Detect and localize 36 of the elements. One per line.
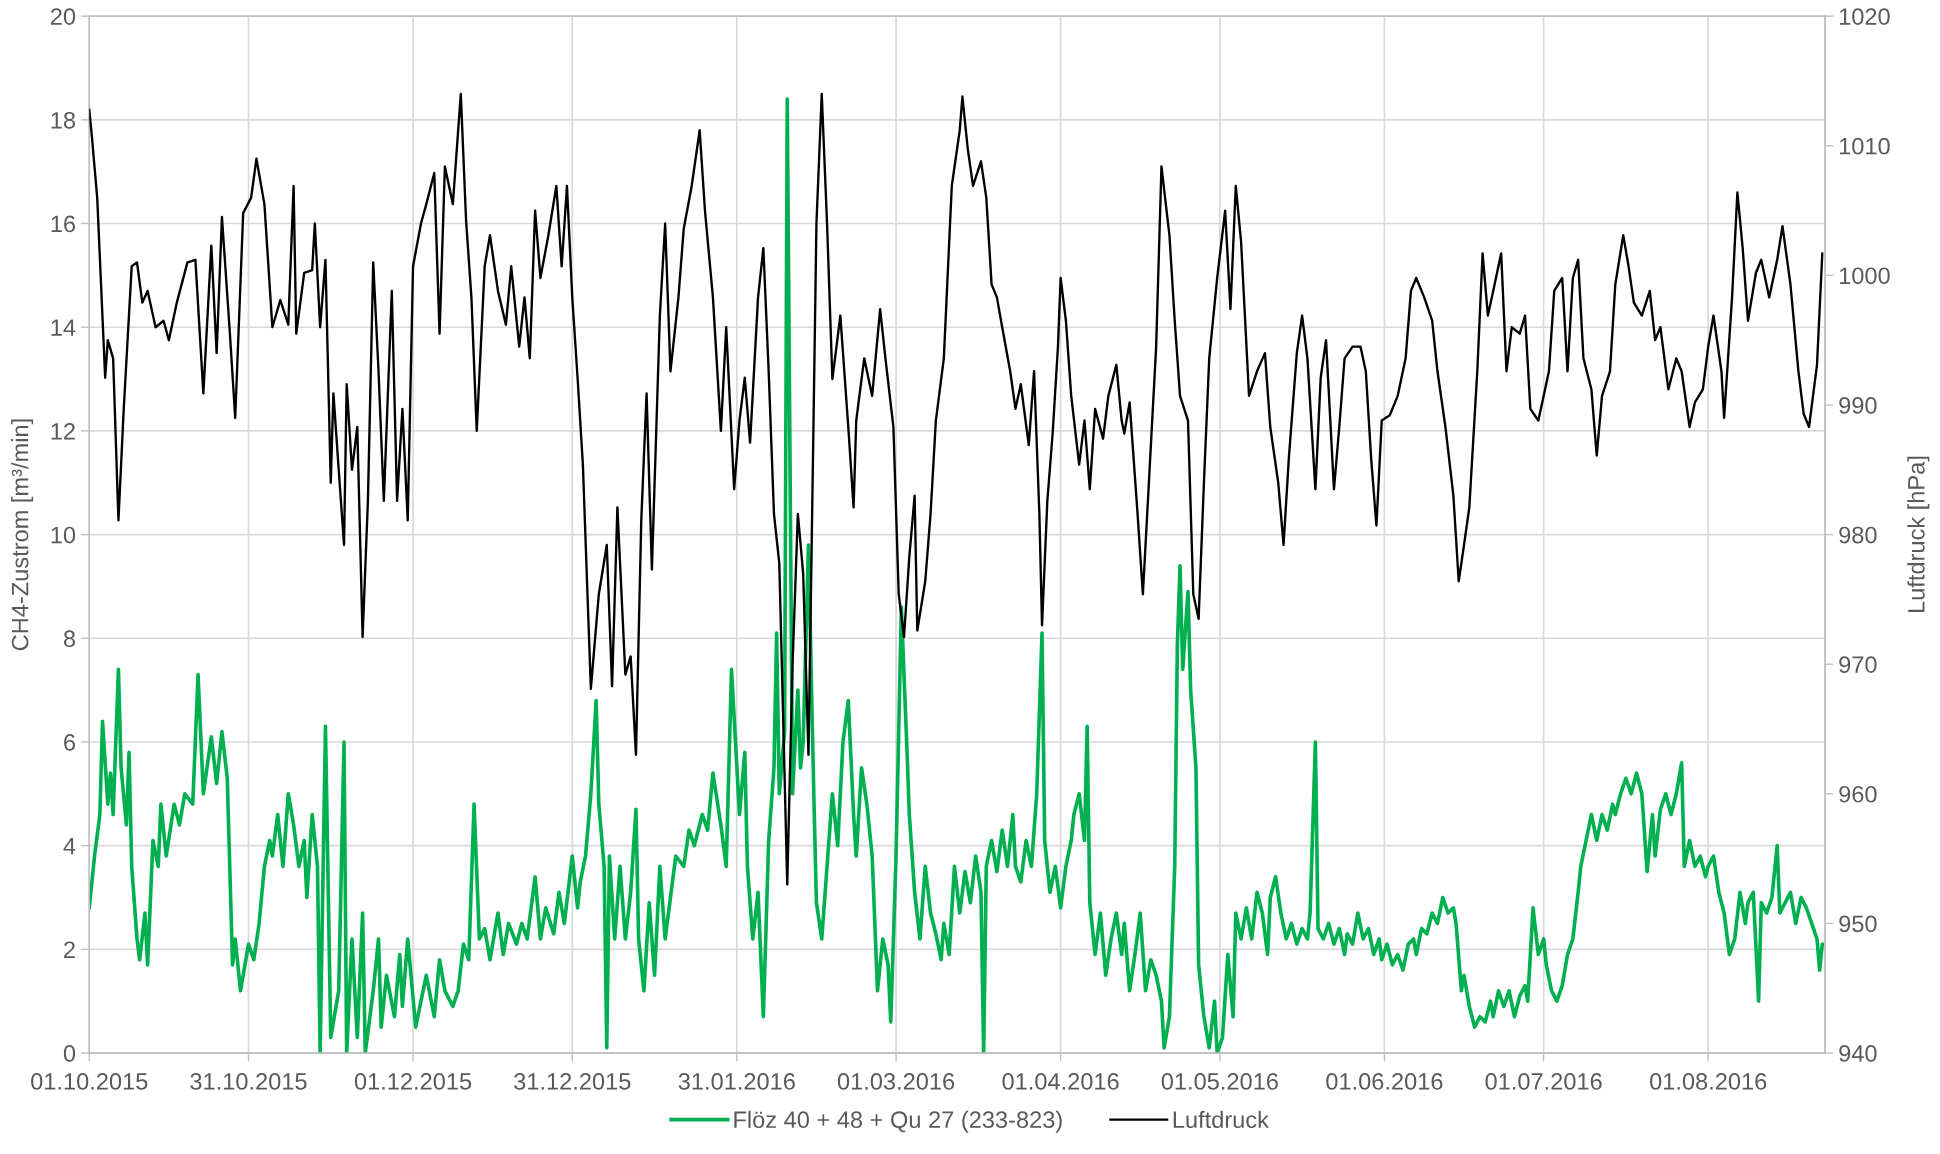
y2-tick-label: 940 (1839, 1045, 1877, 1062)
y-tick-label: 4 (63, 837, 76, 855)
x-tick-label: 01.07.2016 (1485, 1073, 1602, 1090)
y-tick-label: 12 (51, 422, 75, 440)
y-tick-label: 20 (50, 8, 76, 25)
y-axis-title: CH4-Zustrom [m³/min] (11, 419, 34, 651)
x-tick-label: 01.08.2016 (1650, 1073, 1767, 1090)
x-tick-label: 31.10.2015 (190, 1073, 307, 1090)
y2-tick-label: 960 (1839, 785, 1877, 803)
x-tick-label: 01.12.2015 (354, 1073, 472, 1090)
line-series (89, 92, 1824, 886)
x-tick-label: 01.04.2016 (1002, 1073, 1119, 1090)
legend-label: Luftdruck (1173, 1110, 1269, 1129)
y-tick-label: 14 (51, 319, 76, 336)
x-tick-label: 01.06.2016 (1326, 1073, 1443, 1090)
y2-tick-label: 990 (1839, 397, 1877, 414)
y2-axis-title: Luftdruck [hPa] (1907, 456, 1930, 613)
y2-tick-label: 1020 (1839, 8, 1890, 25)
y-tick-label: 18 (51, 111, 76, 129)
y-tick-label: 0 (63, 1045, 76, 1062)
y-tick-label: 16 (51, 215, 76, 233)
y-tick-label: 10 (51, 526, 76, 544)
y-tick-label: 6 (64, 734, 76, 751)
y2-tick-label: 1000 (1839, 267, 1890, 285)
x-tick-label: 01.05.2016 (1161, 1073, 1278, 1090)
x-tick-label: 01.03.2016 (837, 1073, 955, 1090)
y-tick-label: 8 (63, 630, 76, 648)
x-tick-label: 31.01.2016 (678, 1073, 795, 1090)
x-tick-label: 01.10.2015 (31, 1073, 148, 1090)
y-tick-label: 2 (64, 941, 75, 958)
y2-tick-label: 1010 (1839, 137, 1890, 155)
y2-tick-label: 980 (1839, 526, 1877, 544)
legend-label: Flöz 40 + 48 + Qu 27 (233-823) (734, 1110, 1062, 1133)
x-tick-label: 31.12.2015 (514, 1073, 631, 1090)
y2-tick-label: 970 (1839, 656, 1877, 673)
y2-tick-label: 950 (1839, 915, 1877, 933)
